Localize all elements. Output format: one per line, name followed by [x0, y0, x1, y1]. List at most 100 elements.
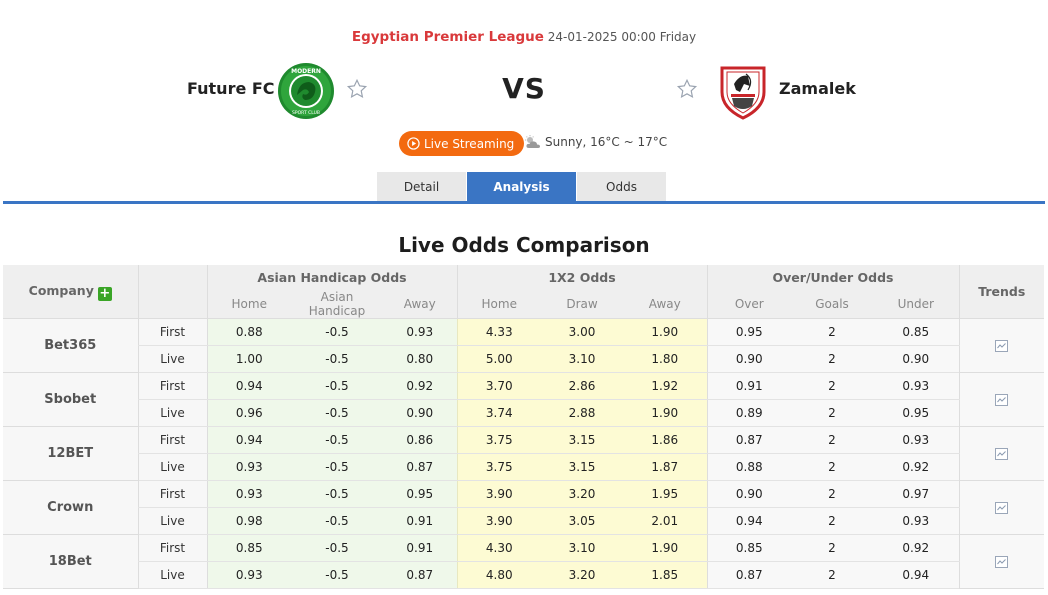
company-header: Company +: [3, 265, 138, 319]
ou-over-odds: 0.85: [706, 534, 791, 562]
row-type: Live: [137, 453, 207, 481]
add-company-plus-icon[interactable]: +: [97, 285, 112, 301]
company-name[interactable]: Bet365: [3, 318, 138, 373]
away-favorite-star-icon[interactable]: [676, 78, 698, 100]
company-name[interactable]: 18Bet: [3, 534, 138, 589]
x12-away-odds: 1.95: [623, 480, 707, 508]
trends-cell[interactable]: [958, 534, 1044, 589]
ah-home-odds: 0.93: [206, 561, 291, 589]
table-row: Sbobet First 0.94 -0.5 0.92 3.70 2.86 1.…: [3, 372, 1044, 427]
ou-over-odds: 0.90: [706, 345, 791, 373]
ou-under-odds: 0.95: [873, 399, 959, 427]
ou-goals-header: Goals: [791, 290, 873, 319]
ah-handicap: -0.5: [291, 507, 383, 535]
x12-draw-odds: 3.00: [541, 318, 623, 346]
x12-home-odds: 3.90: [456, 480, 541, 508]
trends-header: Trends: [958, 265, 1044, 319]
x12-away-odds: 1.86: [623, 426, 707, 454]
row-type: Live: [137, 345, 207, 373]
live-streaming-label: Live Streaming: [424, 136, 515, 151]
ah-home-odds: 0.98: [206, 507, 291, 535]
ou-over-odds: 0.91: [706, 372, 791, 400]
table-row: 12BET First 0.94 -0.5 0.86 3.75 3.15 1.8…: [3, 426, 1044, 481]
ah-away-odds: 0.90: [383, 399, 457, 427]
x12-header: 1X2 Odds: [456, 265, 707, 290]
trends-cell[interactable]: [958, 318, 1044, 373]
x12-draw-odds: 3.15: [541, 453, 623, 481]
ou-under-odds: 0.94: [873, 561, 959, 589]
x12-home-odds: 5.00: [456, 345, 541, 373]
x12-draw-odds: 3.05: [541, 507, 623, 535]
home-team-name[interactable]: Future FC: [187, 79, 275, 98]
weather-info: Sunny, 16°C ~ 17°C: [524, 135, 667, 149]
trend-chart-icon[interactable]: [995, 394, 1009, 406]
ou-over-odds: 0.89: [706, 399, 791, 427]
type-header: [137, 265, 207, 319]
home-team-logo[interactable]: MODERN SPORT CLUB: [277, 62, 335, 120]
ou-goals: 2: [791, 534, 873, 562]
trends-cell[interactable]: [958, 480, 1044, 535]
company-name[interactable]: 12BET: [3, 426, 138, 481]
ah-handicap: -0.5: [291, 318, 383, 346]
trend-chart-icon[interactable]: [995, 448, 1009, 460]
ou-over-header: Over: [706, 290, 791, 319]
x12-draw-odds: 3.20: [541, 561, 623, 589]
row-type: First: [137, 480, 207, 508]
x12-away-odds: 1.90: [623, 399, 707, 427]
section-title: Live Odds Comparison: [398, 233, 650, 257]
match-header: Egyptian Premier League 24-01-2025 00:00…: [0, 0, 1048, 205]
x12-home-odds: 4.80: [456, 561, 541, 589]
ah-handicap: -0.5: [291, 534, 383, 562]
over-under-header: Over/Under Odds: [706, 265, 959, 290]
tab-detail[interactable]: Detail: [377, 172, 467, 202]
ah-handicap: -0.5: [291, 399, 383, 427]
ah-away-odds: 0.91: [383, 534, 457, 562]
svg-text:SPORT CLUB: SPORT CLUB: [292, 110, 320, 116]
x12-home-odds: 3.75: [456, 453, 541, 481]
ah-home-odds: 0.94: [206, 372, 291, 400]
company-name[interactable]: Sbobet: [3, 372, 138, 427]
row-type: Live: [137, 561, 207, 589]
x12-draw-odds: 2.86: [541, 372, 623, 400]
x12-draw-header: Draw: [541, 290, 623, 319]
trend-chart-icon[interactable]: [995, 502, 1009, 514]
ah-home-odds: 0.94: [206, 426, 291, 454]
table-row: Crown First 0.93 -0.5 0.95 3.90 3.20 1.9…: [3, 480, 1044, 535]
league-line: Egyptian Premier League 24-01-2025 00:00…: [0, 29, 1048, 45]
x12-draw-odds: 3.20: [541, 480, 623, 508]
odds-comparison-table: Company + Asian Handicap Odds 1X2 Odds Ov…: [3, 265, 1044, 589]
ou-over-odds: 0.88: [706, 453, 791, 481]
live-streaming-button[interactable]: Live Streaming: [399, 131, 525, 156]
x12-draw-odds: 3.10: [541, 534, 623, 562]
home-favorite-star-icon[interactable]: [346, 78, 368, 100]
ah-handicap: -0.5: [291, 345, 383, 373]
ah-handicap: -0.5: [291, 372, 383, 400]
tab-underline: [3, 201, 1045, 204]
ou-goals: 2: [791, 507, 873, 535]
x12-away-header: Away: [623, 290, 707, 319]
table-row: Live 0.93 -0.5 0.87 3.75 3.15 1.87 0.88 …: [3, 453, 1044, 481]
away-team-logo[interactable]: [714, 62, 772, 120]
x12-away-odds: 2.01: [623, 507, 707, 535]
company-name[interactable]: Crown: [3, 480, 138, 535]
trend-chart-icon[interactable]: [995, 340, 1009, 352]
x12-home-odds: 4.33: [456, 318, 541, 346]
table-row: Live 0.93 -0.5 0.87 4.80 3.20 1.85 0.87 …: [3, 561, 1044, 589]
ou-under-odds: 0.93: [873, 507, 959, 535]
trend-chart-icon[interactable]: [995, 556, 1009, 568]
tab-odds[interactable]: Odds: [577, 172, 667, 202]
trends-cell[interactable]: [958, 426, 1044, 481]
tab-analysis[interactable]: Analysis: [467, 172, 577, 202]
ah-away-odds: 0.80: [383, 345, 457, 373]
weather-text: Sunny, 16°C ~ 17°C: [545, 135, 668, 149]
row-type: First: [137, 318, 207, 346]
league-name[interactable]: Egyptian Premier League: [351, 29, 544, 45]
row-type: Live: [137, 507, 207, 535]
ah-away-odds: 0.86: [383, 426, 457, 454]
away-team-name[interactable]: Zamalek: [779, 79, 856, 98]
asian-handicap-header: Asian Handicap Odds: [206, 265, 457, 290]
match-tabs: Detail Analysis Odds: [377, 172, 667, 202]
ah-away-odds: 0.91: [383, 507, 457, 535]
trends-cell[interactable]: [958, 372, 1044, 427]
ou-under-odds: 0.92: [873, 453, 959, 481]
